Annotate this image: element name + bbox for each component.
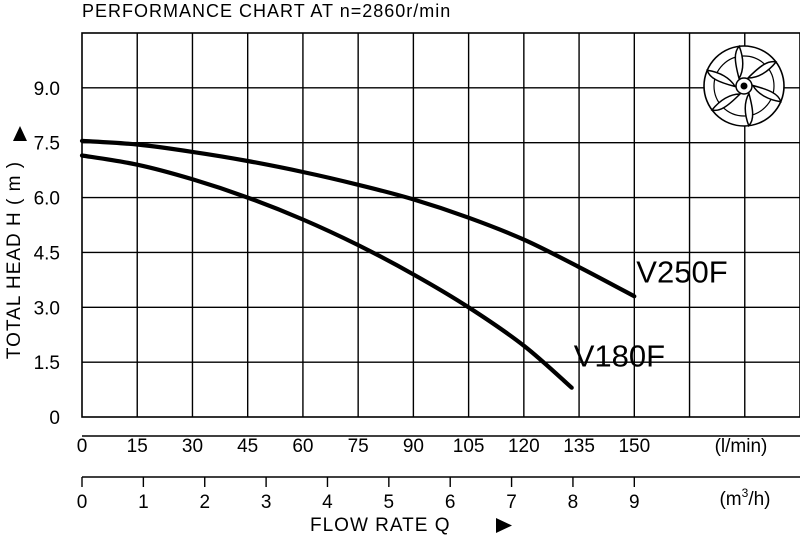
x-tick-label-lmin: 135	[563, 436, 595, 457]
x-tick-label-lmin: 30	[182, 436, 203, 457]
y-tick-label: 1.5	[34, 353, 60, 374]
y-tick-label: 9.0	[34, 79, 60, 100]
x-tick-label-m3h: 8	[568, 492, 579, 513]
chart-title: PERFORMANCE CHART AT n=2860r/min	[82, 1, 451, 21]
x-tick-label-lmin: 0	[77, 436, 88, 457]
chart-series: V250F V180F	[79, 138, 728, 390]
x-unit-lmin: (l/min)	[715, 436, 768, 457]
impeller-icon	[703, 44, 785, 128]
y-axis-arrow-icon	[13, 126, 27, 141]
x-tick-label-lmin: 120	[508, 436, 540, 457]
x-tick-label-m3h: 5	[384, 492, 395, 513]
x-axis-m3h: 0 1 2 3 4 5 6 7 8 9	[77, 477, 640, 513]
y-tick-labels: 0 1.5 3.0 4.5 6.0 7.5 9.0	[34, 79, 60, 429]
x-tick-label-m3h: 9	[629, 492, 640, 513]
y-tick-label: 6.0	[34, 189, 60, 210]
plot-frame	[81, 32, 800, 418]
x-axis-label: FLOW RATE Q	[310, 515, 450, 536]
x-tick-label-lmin: 75	[348, 436, 369, 457]
series-line-v180f	[79, 153, 574, 390]
x-tick-label-m3h: 0	[77, 492, 88, 513]
y-tick-label: 3.0	[34, 298, 60, 319]
x-tick-label-m3h: 4	[322, 492, 333, 513]
x-axis-lmin: 0 15 30 45 60 75 90 105 120 135 150	[77, 436, 650, 457]
x-axis-arrow-icon	[496, 518, 512, 533]
y-axis-title: TOTAL HEAD H ( m )	[4, 126, 27, 359]
x-unit-m3h: (m3/h)	[719, 486, 770, 510]
x-unit-m3h-suffix: /h)	[748, 489, 770, 510]
y-tick-label: 4.5	[34, 243, 60, 264]
x-tick-label-m3h: 1	[138, 492, 149, 513]
series-label-v250f: V250F	[636, 254, 727, 289]
x-tick-label-lmin: 60	[292, 436, 313, 457]
series-line-v250f	[79, 138, 637, 299]
series-label-v180f: V180F	[574, 339, 665, 374]
x-tick-label-m3h: 3	[261, 492, 272, 513]
chart-grid	[81, 32, 800, 418]
x-tick-label-lmin: 105	[453, 436, 485, 457]
x-unit-m3h-sup: 3	[742, 486, 749, 500]
x-tick-label-lmin: 90	[403, 436, 424, 457]
x-tick-label-lmin: 45	[237, 436, 258, 457]
x-tick-label-m3h: 6	[445, 492, 456, 513]
x-tick-label-lmin: 15	[127, 436, 148, 457]
x-tick-label-m3h: 7	[506, 492, 517, 513]
x-tick-label-m3h: 2	[199, 492, 210, 513]
y-axis-label: TOTAL HEAD H ( m )	[4, 161, 25, 359]
x-unit-m3h-prefix: (m	[719, 489, 741, 510]
y-tick-label: 7.5	[34, 134, 60, 155]
x-tick-label-lmin: 150	[618, 436, 650, 457]
y-tick-label: 0	[49, 408, 60, 429]
